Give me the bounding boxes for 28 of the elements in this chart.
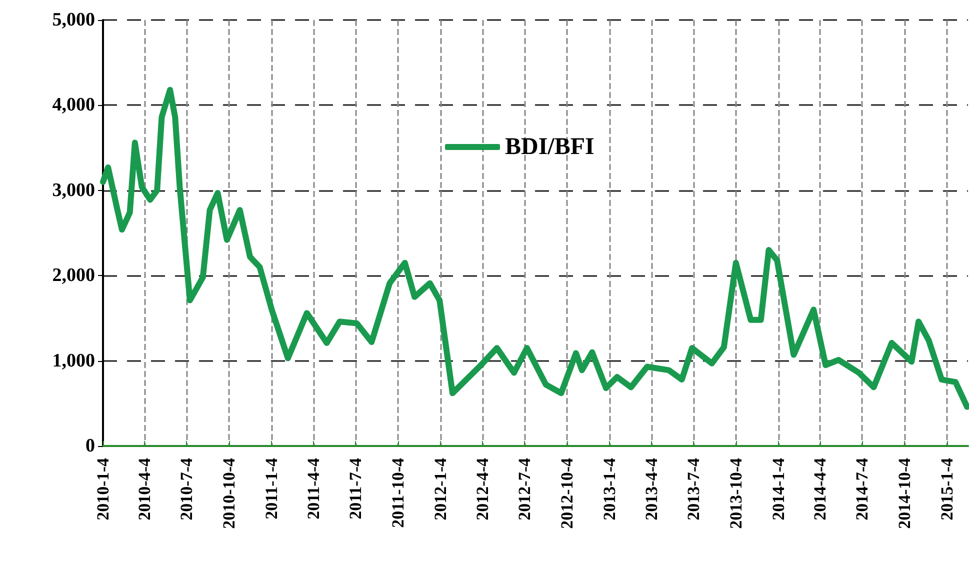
x-tick-label: 2014-7-4 [852, 458, 872, 520]
x-tick-label: 2011-10-4 [388, 458, 408, 528]
x-tick-label: 2013-10-4 [726, 458, 746, 529]
y-tick-label: 0 [86, 436, 95, 456]
x-tick-label: 2010-4-4 [135, 458, 154, 520]
x-tick-label: 2011-7-4 [346, 458, 365, 520]
y-tick-label: 3,000 [52, 180, 95, 201]
y-tick-label: 4,000 [52, 94, 95, 116]
x-tick-label: 2010-7-4 [177, 458, 196, 520]
x-tick-label: 2010-1-4 [94, 458, 112, 520]
x-tick-label: 2014-4-4 [810, 458, 830, 520]
y-tick-label: 2,000 [52, 265, 95, 286]
x-tick-label: 2013-4-4 [642, 458, 661, 520]
x-tick-label: 2014-10-4 [895, 458, 914, 529]
x-tick-label: 2010-10-4 [220, 458, 239, 529]
x-tick-label: 2011-4-4 [304, 458, 323, 520]
x-tick-label: 2013-1-4 [600, 458, 620, 520]
x-tick-label: 2012-1-4 [430, 458, 450, 520]
legend-label: BDI/BFI [505, 134, 594, 160]
x-tick-label: 2015-1-4 [938, 458, 957, 520]
y-tick-label: 5,000 [52, 10, 95, 30]
y-tick-label: 1,000 [52, 350, 95, 372]
x-tick-label: 2012-4-4 [473, 458, 492, 520]
x-tick-label: 2012-7-4 [515, 458, 534, 520]
x-tick-label: 2013-7-4 [684, 458, 703, 520]
x-tick-label: 2011-1-4 [262, 458, 282, 520]
x-tick-label: 2014-1-4 [768, 458, 788, 520]
x-tick-label: 2012-10-4 [558, 458, 577, 529]
